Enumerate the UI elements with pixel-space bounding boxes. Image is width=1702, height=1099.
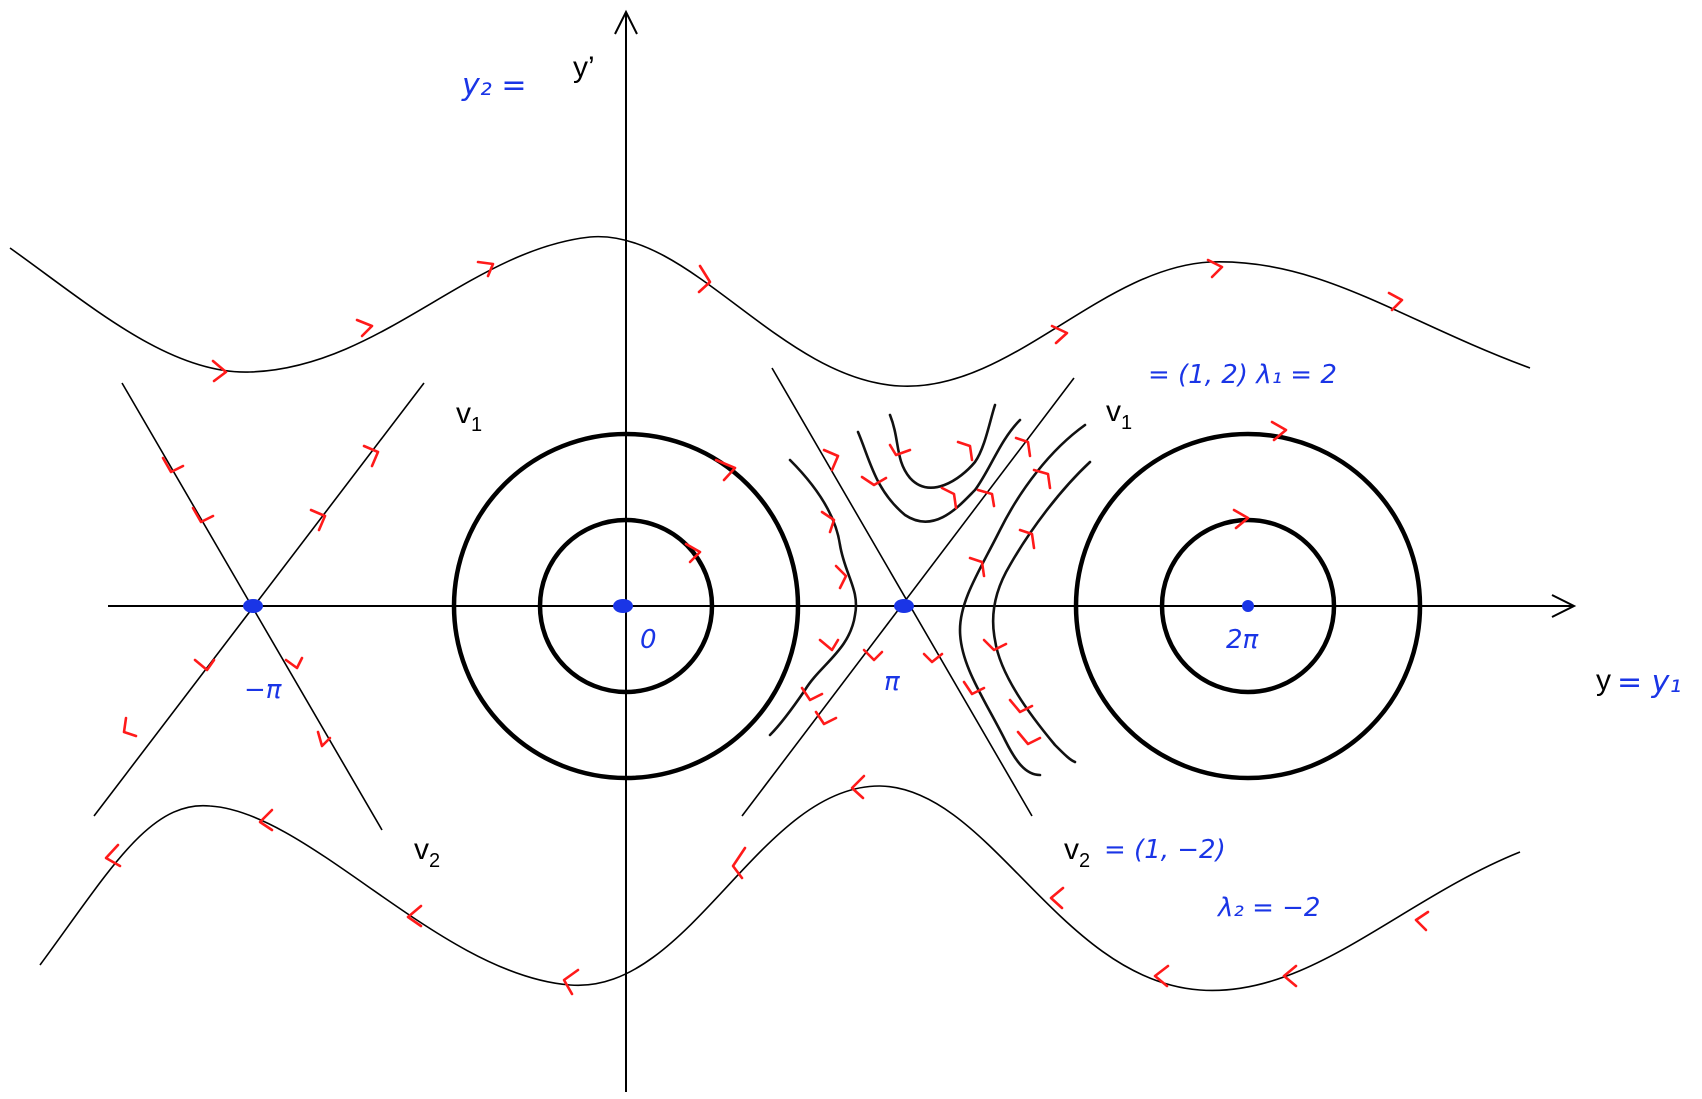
vertical-axis-handwritten: y₂ =: [461, 68, 526, 103]
arrow-left: [1414, 910, 1430, 932]
arrow-left: [850, 774, 866, 800]
arrow-separatrix: [316, 730, 332, 748]
separatrix-neg-pi-b: [93, 382, 425, 817]
arrow-left: [562, 968, 580, 996]
horizontal-axis-handwritten: = y₁: [1617, 665, 1681, 700]
arrow-separatrix: [191, 506, 215, 524]
vertical-axis-arrowhead: [614, 9, 638, 35]
arrow-saddle: [1014, 436, 1032, 458]
arrow-right: [1050, 324, 1069, 345]
arrow-separatrix: [309, 508, 327, 532]
hyperbola-top-1: [888, 403, 997, 489]
arrow-saddle: [1032, 468, 1052, 490]
orbit-center-2pi-inner: [1159, 517, 1337, 695]
equilibrium-pi: [894, 599, 914, 613]
label-v1-left: v1: [456, 397, 482, 436]
equilibria: [243, 599, 1254, 613]
labels: y’ y₂ = y = y₁ −π 0 π 2π v1 v2 v1 = (1, …: [244, 51, 1681, 923]
arrow-separatrix: [362, 444, 380, 468]
arrow-saddle: [862, 648, 884, 662]
upper-running-orbit: [9, 236, 1531, 387]
arrow-left: [1153, 964, 1170, 988]
arrow-left: [1282, 964, 1298, 988]
label-v2-left: v2: [414, 833, 440, 872]
arrow-saddle: [922, 652, 944, 664]
lower-running-orbit: [39, 785, 1521, 992]
arrow-saddle: [800, 686, 824, 702]
orbit-center-0-outer: [451, 431, 801, 781]
running-trajectories: [9, 236, 1531, 992]
arrow-saddle: [822, 448, 840, 472]
arrow-saddle: [940, 486, 958, 510]
arrow-left: [406, 904, 423, 928]
equilibrium-neg-pi: [243, 599, 263, 613]
arrow-saddle: [1008, 698, 1034, 714]
arrow-saddle: [860, 475, 888, 487]
arrow-orbit: [684, 542, 702, 564]
arrow-saddle: [956, 440, 974, 462]
hyperbola-left: [768, 458, 858, 737]
equilibrium-zero: [613, 599, 633, 613]
arrow-saddle: [820, 510, 836, 534]
arrow-saddle: [818, 638, 840, 652]
eigenvalue-2-note: λ₂ = −2: [1216, 893, 1320, 923]
vertical-axis-label: y’: [573, 51, 595, 84]
eigenvector-2-note: = (1, −2): [1104, 835, 1226, 865]
label-2pi: 2π: [1226, 625, 1259, 655]
arrow-saddle: [962, 680, 986, 696]
arrow-left: [104, 843, 122, 868]
label-neg-pi: −π: [244, 675, 282, 705]
closed-orbits: [451, 431, 1423, 781]
arrow-left: [258, 808, 274, 832]
label-zero: 0: [640, 625, 657, 655]
orbit-center-2pi-outer: [1073, 431, 1423, 781]
arrow-separatrix: [161, 456, 185, 474]
arrow-right: [355, 318, 374, 338]
label-pi: π: [884, 667, 900, 697]
equilibrium-2pi: [1242, 600, 1254, 612]
orbit-center-0-inner: [537, 517, 715, 695]
separatrix-pi-a: [771, 367, 1033, 817]
arrow-saddle: [834, 564, 848, 590]
arrow-left: [731, 846, 747, 880]
hyperbola-top-2: [856, 418, 1022, 523]
direction-arrows: [104, 258, 1430, 996]
arrow-saddle: [888, 443, 912, 457]
arrow-orbit: [1232, 508, 1250, 530]
label-v1-right: v1: [1106, 395, 1132, 434]
arrow-left: [1049, 886, 1065, 910]
arrow-saddle: [982, 638, 1008, 652]
arrow-right: [1387, 291, 1404, 312]
hyperbola-right-2: [991, 460, 1092, 764]
arrow-saddle: [1018, 528, 1036, 550]
arrow-right: [697, 264, 712, 294]
arrow-saddle: [814, 710, 838, 726]
arrow-saddle: [1016, 730, 1042, 746]
arrow-orbit: [714, 458, 737, 482]
arrow-right: [211, 359, 228, 383]
axes: [108, 9, 1577, 1092]
label-v2-right: v2: [1064, 833, 1090, 872]
eigenvector-1-note: = (1, 2) λ₁ = 2: [1148, 360, 1337, 390]
separatrix-pi-b: [741, 377, 1075, 817]
arrow-right: [1206, 258, 1224, 279]
arrow-saddle: [968, 556, 986, 578]
arrow-orbit: [1270, 420, 1288, 442]
horizontal-axis-arrowhead: [1551, 594, 1577, 618]
saddle-trajectories: [768, 403, 1092, 777]
arrow-separatrix: [284, 656, 304, 670]
arrow-saddle: [976, 488, 996, 508]
arrow-right: [476, 260, 495, 278]
horizontal-axis-label: y: [1596, 664, 1611, 697]
hyperbola-right-1: [958, 423, 1087, 777]
arrow-separatrix: [122, 716, 138, 738]
arrow-separatrix: [193, 658, 216, 672]
